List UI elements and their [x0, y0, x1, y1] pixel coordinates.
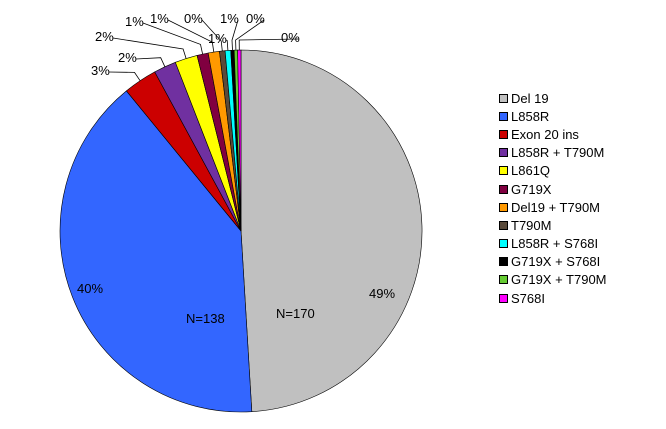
legend-swatch: [499, 202, 508, 212]
legend-item: Exon 20 ins: [499, 125, 659, 143]
legend-swatch: [499, 293, 508, 303]
leader-line: [231, 19, 239, 51]
legend-item: Del19 + T790M: [499, 198, 659, 216]
legend-item: L858R + S768I: [499, 235, 659, 253]
leader-line: [238, 38, 300, 51]
leader-line: [112, 37, 187, 59]
legend-label: G719X: [511, 181, 552, 197]
pct-label-s768i: 0%: [281, 30, 300, 45]
legend-item: S768I: [499, 289, 659, 307]
slice-labels: 49% 40% 3% 2% 2% 1% 1% 0% 1% 1% 0% 0%: [77, 11, 395, 301]
legend-item: G719X + T790M: [499, 271, 659, 289]
pct-label-g719x-s768i: 1%: [220, 11, 239, 26]
legend-item: G719X + S768I: [499, 253, 659, 271]
legend-item: L858R + T790M: [499, 144, 659, 162]
legend-swatch: [499, 184, 508, 194]
pct-label-g719x-t790m: 0%: [246, 11, 265, 26]
legend-label: G719X + S768I: [511, 254, 601, 270]
leader-line: [108, 71, 141, 81]
leader-line: [135, 57, 166, 67]
legend-item: T790M: [499, 216, 659, 234]
leader-line: [225, 39, 229, 51]
pct-label-del-19: 49%: [369, 286, 395, 301]
leader-line: [142, 22, 203, 55]
legend-item: Del 19: [499, 89, 659, 107]
chart-legend: Del 19 L858R Exon 20 ins L858R + T790M L861Q…: [499, 89, 659, 307]
legend-label: T790M: [511, 217, 552, 233]
legend-label: G719X + T790M: [511, 272, 607, 288]
legend-swatch: [499, 220, 508, 230]
pie-slices: [59, 49, 423, 413]
n-label-l858r: N=138: [186, 311, 225, 326]
legend-item: G719X: [499, 180, 659, 198]
legend-item: L858R: [499, 107, 659, 125]
pct-label-l858r: 40%: [77, 281, 103, 296]
leader-line: [235, 19, 265, 51]
legend-swatch: [499, 93, 508, 103]
pie-slice-l858r: [59, 90, 253, 413]
n-label-del19: N=170: [276, 306, 315, 321]
legend-swatch: [499, 239, 508, 249]
pct-label-g719x: 1%: [125, 14, 144, 29]
legend-label: L861Q: [511, 163, 551, 179]
legend-label: L858R: [511, 108, 550, 124]
legend-label: L858R + S768I: [511, 236, 599, 252]
legend-swatch: [499, 148, 508, 158]
legend-label: Del19 + T790M: [511, 199, 601, 215]
legend-label: S768I: [511, 290, 545, 306]
legend-swatch: [499, 111, 508, 121]
pie-slice-del-19: [240, 49, 423, 412]
legend-swatch: [499, 166, 508, 176]
legend-label: Del 19: [511, 90, 549, 106]
legend-label: L858R + T790M: [511, 145, 605, 161]
leader-line: [201, 19, 223, 52]
label-leaders: [108, 19, 300, 81]
pct-label-exon-20-ins: 3%: [91, 63, 110, 78]
pct-label-t790m: 0%: [184, 11, 203, 26]
leader-line: [167, 19, 215, 53]
legend-swatch: [499, 257, 508, 267]
legend-swatch: [499, 129, 508, 139]
legend-label: Exon 20 ins: [511, 126, 579, 142]
pie-slice-s768i: [237, 49, 242, 232]
pct-label-l858r-t790m: 2%: [118, 50, 137, 65]
pct-label-l858r-s768i: 1%: [208, 31, 227, 46]
legend-swatch: [499, 275, 508, 285]
pct-label-l861q: 2%: [95, 29, 114, 44]
legend-item: L861Q: [499, 162, 659, 180]
pct-label-del19-t790m: 1%: [150, 11, 169, 26]
